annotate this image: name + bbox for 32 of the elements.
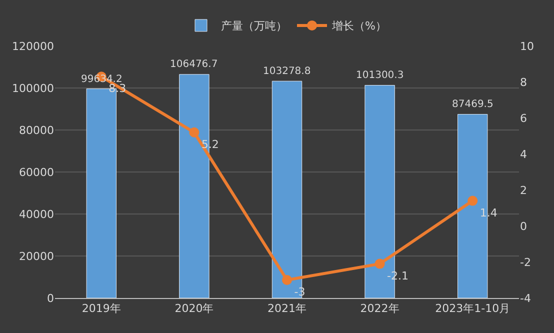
y-tick-label: 20000	[19, 250, 54, 263]
y2-tick-label: 2	[520, 184, 527, 197]
bar	[272, 80, 302, 298]
point	[468, 196, 478, 206]
point	[374, 258, 385, 269]
data-label: 87469.5	[452, 99, 494, 110]
x-tick-label: 2023年1-10月	[435, 302, 510, 316]
y-tick-label: 40000	[19, 208, 54, 221]
data-label: 103278.8	[263, 66, 311, 77]
x-tick-label: 2020年	[174, 302, 214, 316]
point	[189, 127, 200, 138]
x-tick-label: 2022年	[360, 302, 400, 316]
x-tick-label: 2019年	[82, 302, 121, 316]
y-tick-label: 100000	[12, 82, 54, 95]
data-label: 101300.3	[356, 70, 404, 81]
y-tick-label: 80000	[19, 124, 54, 137]
y-tick-label: 60000	[19, 166, 54, 179]
y2-tick-label: -2	[520, 256, 531, 269]
y2-tick-label: 10	[520, 40, 534, 53]
y2-tick-label: 6	[520, 112, 527, 125]
y-tick-label: 120000	[12, 40, 54, 53]
data-label: 106476.7	[170, 59, 218, 70]
legend-label: 增长（%）	[331, 20, 386, 33]
y2-tick-label: -4	[520, 292, 531, 305]
y-tick-label: 0	[47, 292, 54, 305]
legend-label: 产量（万吨）	[221, 20, 287, 33]
y2-tick-label: 8	[520, 76, 527, 89]
point	[282, 275, 292, 285]
y2-tick-label: 0	[520, 220, 527, 233]
x-tick-label: 2021年	[268, 302, 306, 316]
data-label: 8.3	[108, 82, 126, 96]
y2-tick-label: 4	[520, 148, 527, 161]
